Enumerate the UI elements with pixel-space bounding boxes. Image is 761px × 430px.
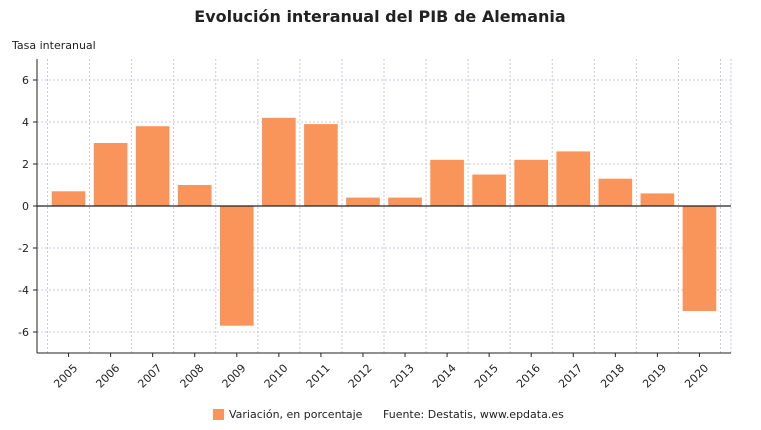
grid-layer <box>37 59 732 353</box>
y-tick-label: 4 <box>22 116 29 129</box>
bar-2014 <box>430 159 464 206</box>
bar-2007 <box>135 126 170 206</box>
chart-title: Evolución interanual del PIB de Alemania <box>194 7 565 26</box>
y-tick-label: -4 <box>18 284 29 297</box>
x-tick-label-2016: 2016 <box>514 362 543 391</box>
x-tick-label-2006: 2006 <box>93 362 122 391</box>
bars-layer <box>51 117 717 326</box>
bar-2011 <box>304 124 338 206</box>
x-tick-label-2015: 2015 <box>472 362 501 391</box>
bar-2020 <box>682 206 717 311</box>
x-tick-label-2010: 2010 <box>262 362 291 391</box>
bar-2019 <box>640 193 675 206</box>
bar-2017 <box>556 151 591 206</box>
bar-2012 <box>346 197 380 206</box>
x-tick-label-2012: 2012 <box>346 362 375 391</box>
legend-swatch <box>213 409 224 420</box>
x-tick-label-2013: 2013 <box>388 362 417 391</box>
x-tick-label-2018: 2018 <box>598 362 627 391</box>
bar-2005 <box>51 191 86 206</box>
legend-label: Variación, en porcentaje <box>229 408 363 421</box>
bar-2006 <box>93 143 128 206</box>
x-tick-label-2005: 2005 <box>51 362 80 391</box>
x-tick-label-2009: 2009 <box>220 362 249 391</box>
x-tick-label-2014: 2014 <box>430 362 459 391</box>
x-tick-label-2011: 2011 <box>304 362 333 391</box>
x-tick-label-2019: 2019 <box>640 362 669 391</box>
y-tick-label: -6 <box>18 326 29 339</box>
bar-2018 <box>598 178 633 206</box>
bar-2016 <box>514 159 549 206</box>
y-tick-label: 2 <box>22 158 29 171</box>
source-text: Fuente: Destatis, www.epdata.es <box>383 408 564 421</box>
x-tick-label-2007: 2007 <box>135 362 164 391</box>
y-tick-label: 6 <box>22 74 29 87</box>
bar-2008 <box>177 185 212 206</box>
bar-2010 <box>262 117 296 206</box>
bar-2015 <box>472 174 506 206</box>
y-axis-label: Tasa interanual <box>11 39 96 52</box>
x-tick-label-2017: 2017 <box>556 362 585 391</box>
x-tick-label-2008: 2008 <box>178 362 207 391</box>
axis-layer: 6 4 2 0 -2 -4 -6 2005 2006 2007 2008 2009 2010 2011 20… <box>18 59 731 391</box>
y-tick-label: -2 <box>18 242 29 255</box>
y-tick-label: 0 <box>22 200 29 213</box>
x-tick-label-2020: 2020 <box>682 362 711 391</box>
legend: Variación, en porcentaje Fuente: Destati… <box>213 408 564 421</box>
bar-2009 <box>219 206 254 326</box>
bar-2013 <box>388 197 422 206</box>
